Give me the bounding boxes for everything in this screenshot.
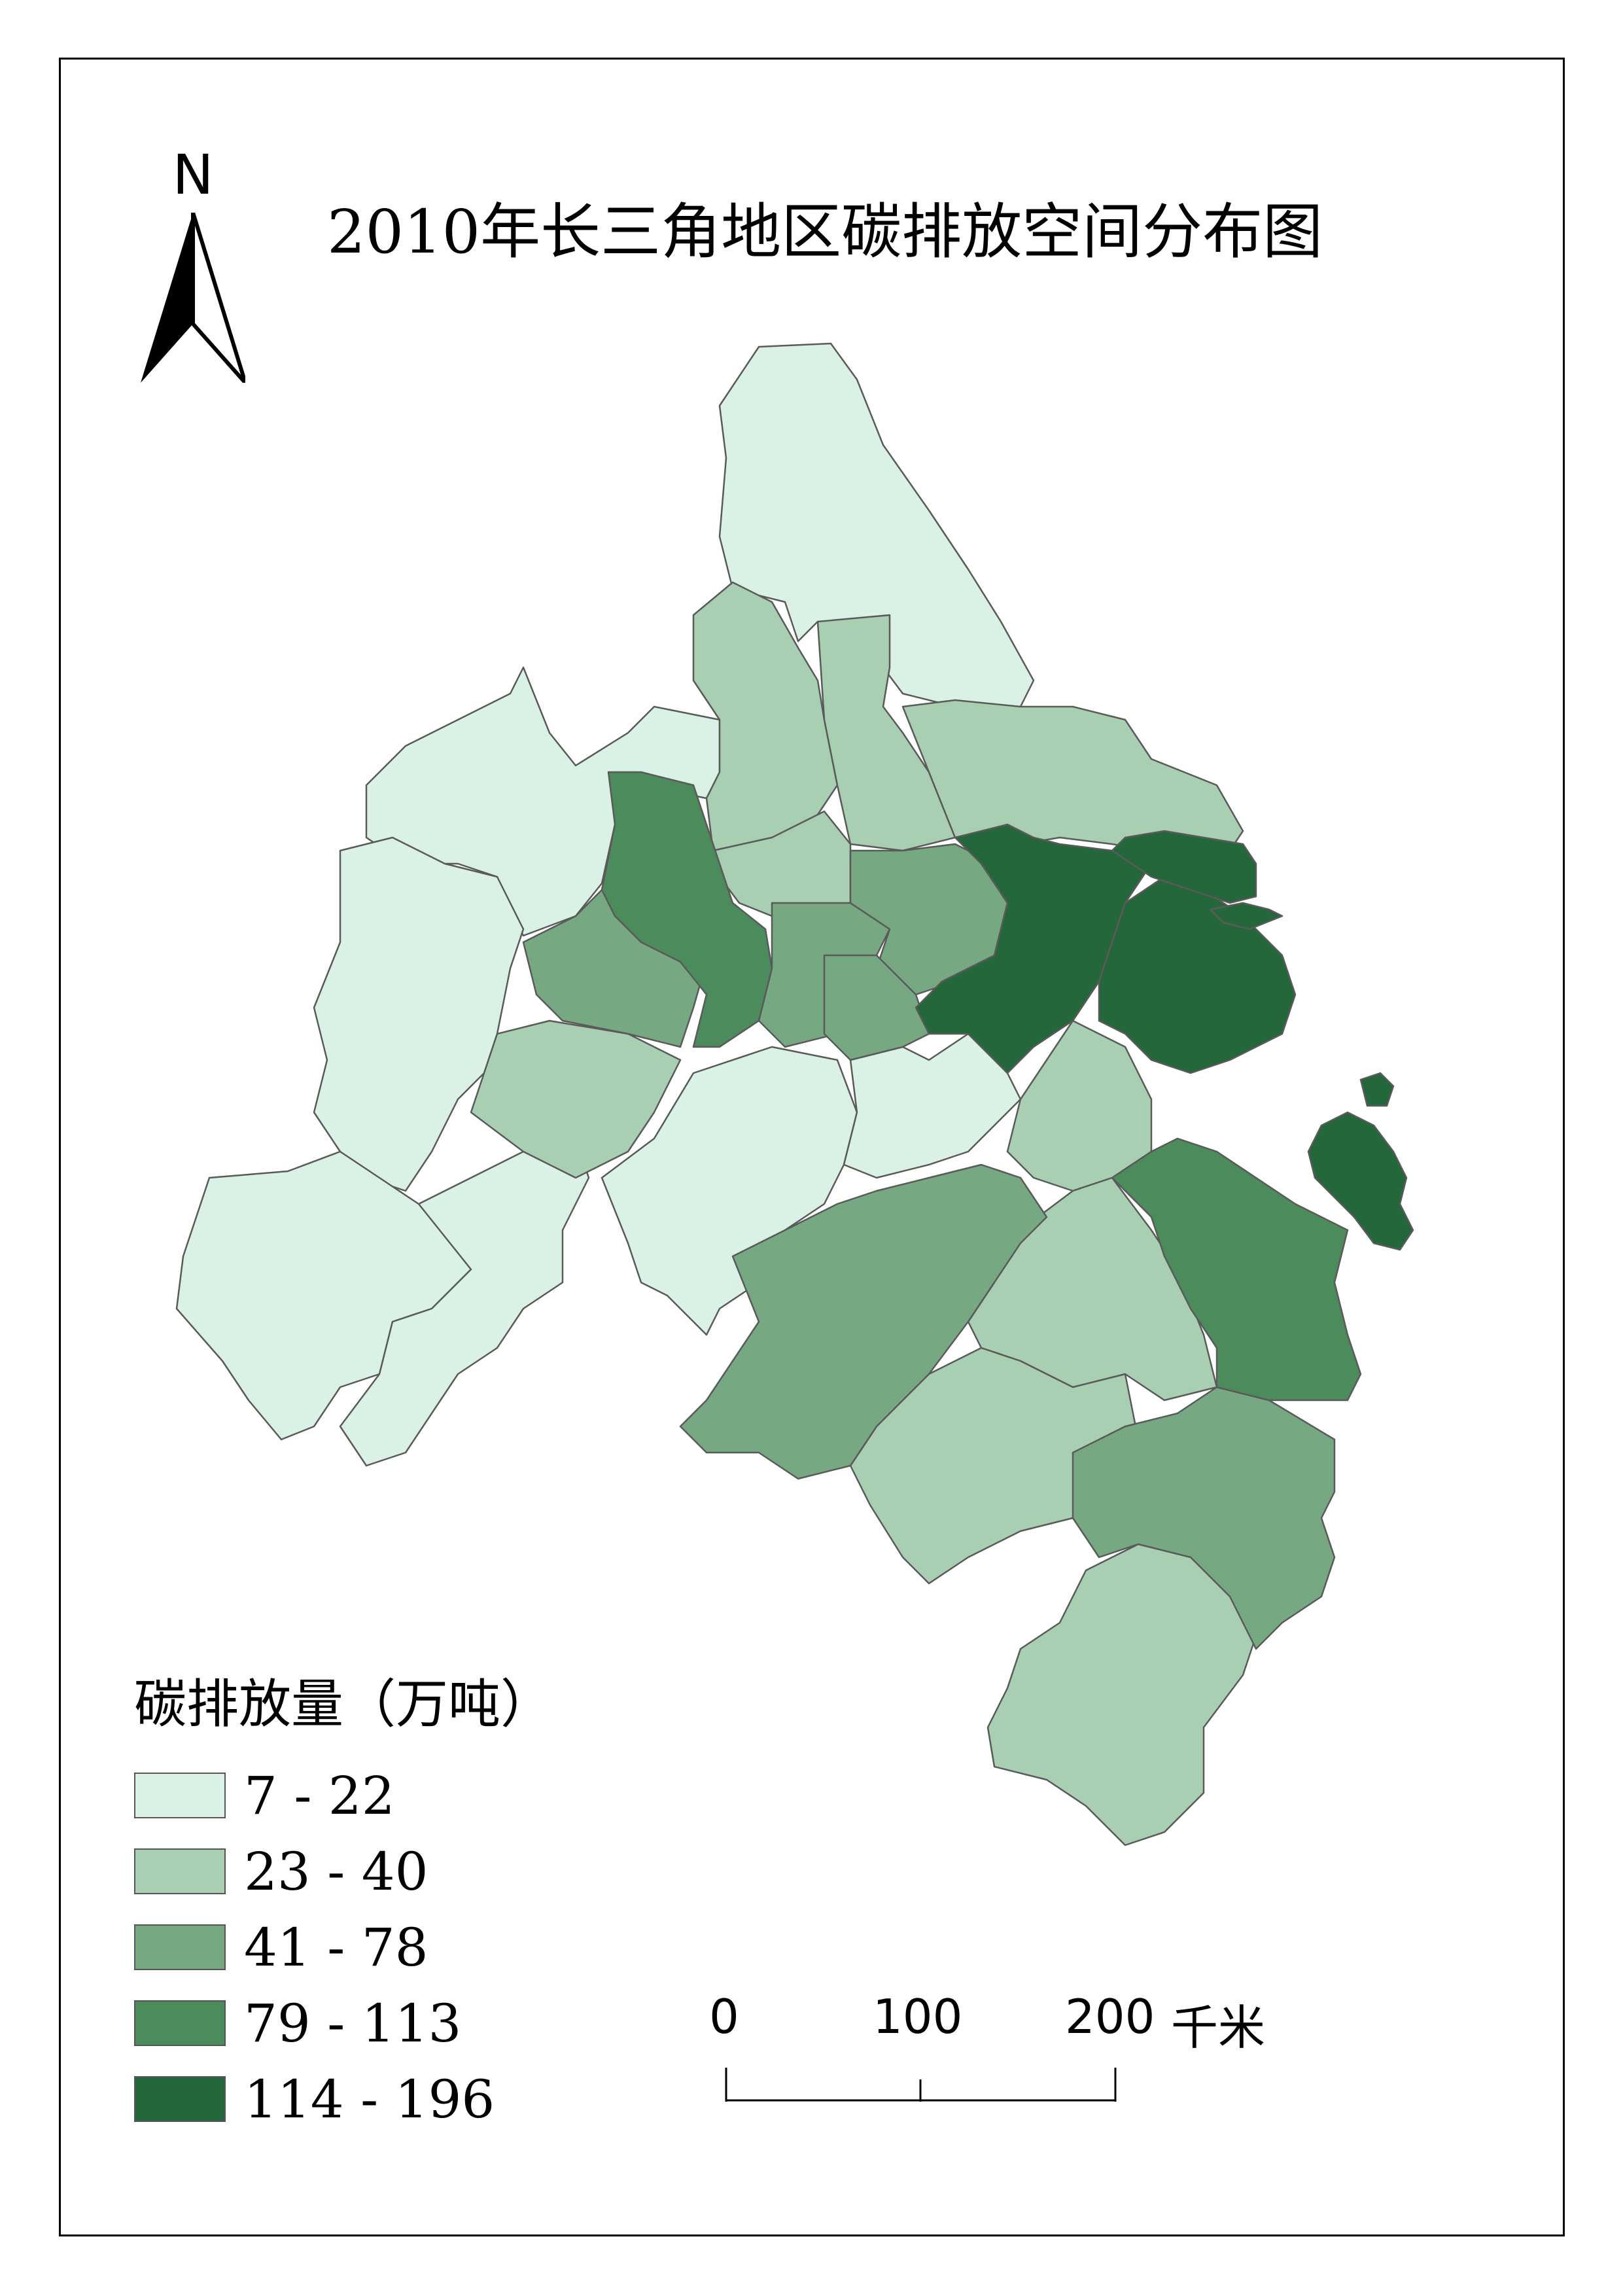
region-zhoushan [1307,1111,1414,1251]
legend-label: 79 - 113 [244,1992,462,2054]
map-title: 2010年长三角地区碳排放空间分布图 [327,197,1323,267]
region-shanghai [1098,875,1297,1074]
region-west-mid [470,1019,682,1179]
scale-tick-label: 0 [709,1989,739,2044]
legend-item: 7 - 22 [134,1757,657,1833]
north-arrow-icon [141,213,245,383]
legend-label: 114 - 196 [244,2068,495,2130]
scale-bar-line [725,2068,1117,2102]
legend-label: 23 - 40 [244,1841,428,1902]
legend-item: 114 - 196 [134,2061,657,2137]
legend-item: 41 - 78 [134,1909,657,1985]
region-island-1 [1359,1072,1395,1107]
region-south-east-1 [1111,1137,1362,1402]
region-chongming [1111,830,1257,904]
region-central-west [601,1046,858,1336]
legend-swatch [134,1848,226,1894]
scale-unit: 千米 [1171,2000,1266,2055]
map-frame [59,58,1565,2236]
legend-swatch [134,1924,226,1970]
region-northeast-coast [718,342,1035,708]
legend: 碳排放量（万吨） 7 - 22 23 - 40 41 - 78 79 - 113… [134,1662,657,2137]
legend-swatch [134,2076,226,2122]
region-center-3 [823,954,930,1061]
legend-swatch [134,1773,226,1818]
scale-bar: 0 100 200 千米 [693,1989,1282,2120]
region-north-west-2 [601,771,773,1048]
north-arrow: N [141,147,245,393]
legend-label: 7 - 22 [244,1765,395,1826]
north-arrow-label: N [172,143,214,207]
region-southwest-big [679,1163,1048,1480]
legend-swatch [134,2000,226,2046]
legend-item: 79 - 113 [134,1985,657,2061]
region-central-east [843,1033,1022,1179]
region-shanghai-adjacent [915,823,1153,1074]
scale-tick-label: 200 [1065,1989,1155,2044]
region-south-east-mid [1072,1386,1336,1650]
region-west-1 [313,836,525,1192]
legend-label: 41 - 78 [244,1916,428,1978]
legend-item: 23 - 40 [134,1833,657,1909]
scale-tick-label: 100 [873,1989,963,2044]
region-island-2 [1209,902,1283,930]
legend-title: 碳排放量（万吨） [134,1674,553,1735]
